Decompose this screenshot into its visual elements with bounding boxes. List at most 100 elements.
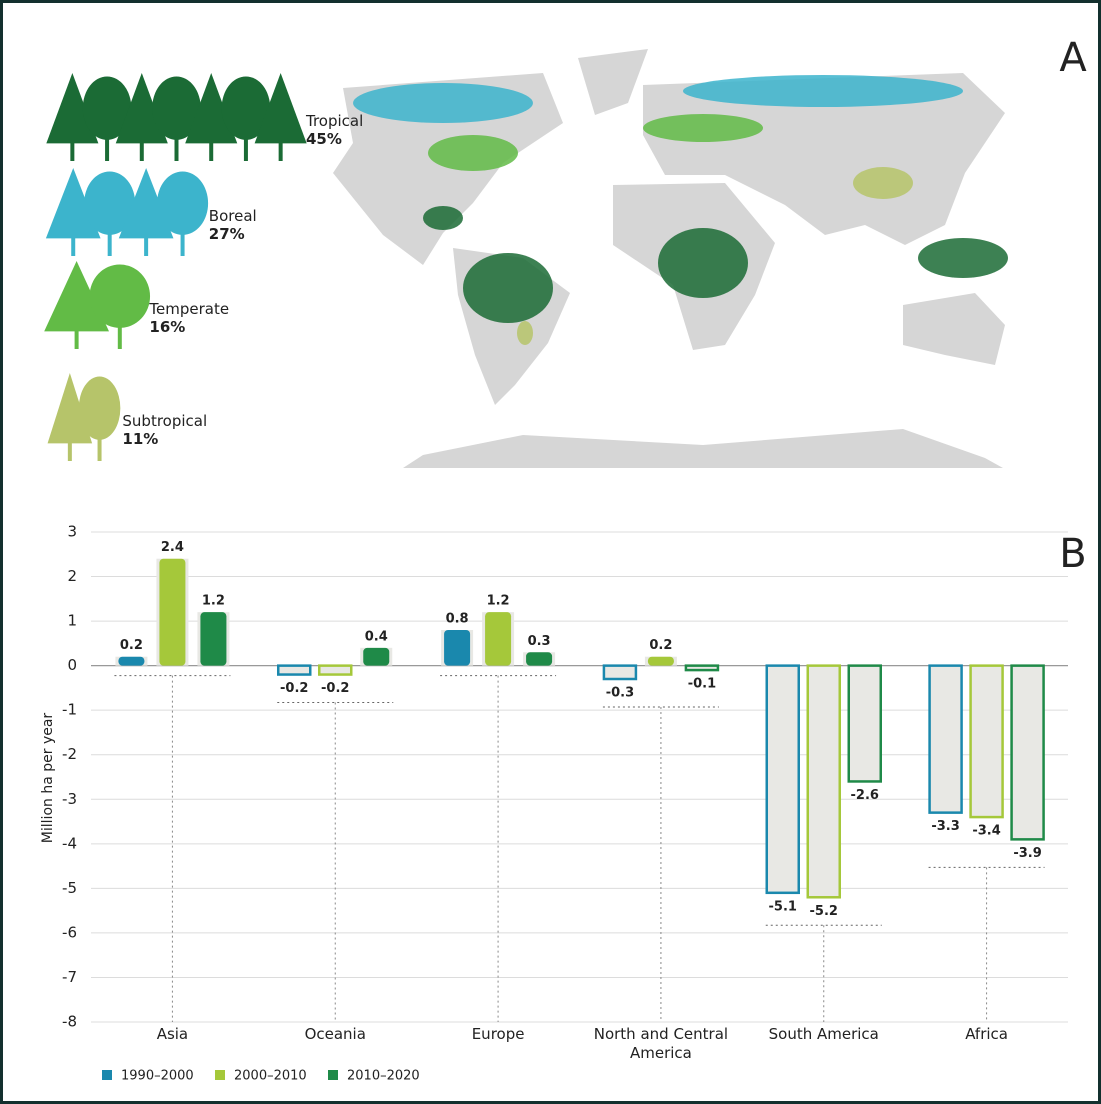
bar <box>648 657 674 666</box>
legend-swatch <box>102 1070 112 1080</box>
legend-value: 16% <box>149 318 185 336</box>
y-tick-label: 1 <box>67 612 77 630</box>
bar <box>808 666 840 898</box>
legend-label: Temperate <box>148 300 229 318</box>
forest-icon <box>44 261 150 349</box>
bar <box>526 652 552 665</box>
figure: A B Million ha per year Tropical45% Borea… <box>0 0 1101 1104</box>
forest-area <box>353 83 533 123</box>
value-label: 0.3 <box>528 634 551 649</box>
value-label: 1.2 <box>487 594 510 609</box>
x-tick-wrap: Africa <box>907 1025 1067 1067</box>
value-label: -0.2 <box>321 681 349 696</box>
forest-area <box>517 321 533 345</box>
x-tick-label: South America <box>744 1025 904 1044</box>
value-label: -0.2 <box>280 681 308 696</box>
forest-area <box>658 228 748 298</box>
forest-area <box>643 114 763 142</box>
value-label: 0.2 <box>120 638 143 653</box>
bar <box>278 666 310 675</box>
x-tick-wrap: Europe <box>418 1025 578 1067</box>
forest-area <box>918 238 1008 278</box>
bar <box>686 666 718 670</box>
value-label: 2.4 <box>161 540 184 555</box>
bar <box>604 666 636 679</box>
panel-label: A <box>1059 35 1087 81</box>
y-tick-label: -7 <box>62 968 77 986</box>
x-tick-label: Oceania <box>255 1025 415 1044</box>
x-tick-label: Africa <box>907 1025 1067 1044</box>
bar <box>930 666 962 813</box>
value-label: -0.1 <box>688 677 716 692</box>
y-tick-label: -1 <box>62 701 77 719</box>
tree-crown <box>157 172 208 235</box>
forest-icon <box>46 168 208 256</box>
y-tick-label: -6 <box>62 923 77 941</box>
value-label: -2.6 <box>851 788 879 803</box>
value-label: 1.2 <box>202 594 225 609</box>
x-tick-label: Europe <box>418 1025 578 1044</box>
x-tick-wrap: Asia <box>92 1025 252 1067</box>
bar <box>971 666 1003 817</box>
landmass <box>403 429 1003 468</box>
forest-area <box>423 206 463 230</box>
bar <box>363 648 389 666</box>
tree-crown <box>79 377 121 440</box>
y-tick-label: -8 <box>62 1013 77 1031</box>
landmass <box>903 293 1005 365</box>
legend-swatch <box>215 1070 225 1080</box>
value-label: -5.2 <box>810 904 838 919</box>
x-tick-wrap: Oceania <box>255 1025 415 1067</box>
legend-value: 11% <box>122 430 158 448</box>
x-tick-label: North and Central America <box>581 1025 741 1063</box>
bar <box>200 612 226 665</box>
y-tick-label: -3 <box>62 790 77 808</box>
value-label: -3.9 <box>1013 846 1041 861</box>
landmass <box>578 49 648 115</box>
bar <box>118 657 144 666</box>
y-tick-label: 0 <box>67 656 77 674</box>
value-label: -0.3 <box>606 686 634 701</box>
bar <box>767 666 799 893</box>
bar <box>1012 666 1044 840</box>
forest-icon <box>46 73 306 161</box>
tree-crown <box>90 265 150 328</box>
legend-swatch <box>328 1070 338 1080</box>
legend-value: 27% <box>209 225 245 243</box>
value-label: 0.8 <box>446 612 469 627</box>
value-label: -3.3 <box>931 819 959 834</box>
forest-area <box>428 135 518 171</box>
bar <box>485 612 511 665</box>
value-label: -5.1 <box>769 899 797 914</box>
bar <box>159 559 185 666</box>
value-label: 0.2 <box>649 638 672 653</box>
value-label: -3.4 <box>972 824 1000 839</box>
x-tick-wrap: South America <box>744 1025 904 1067</box>
y-tick-label: 2 <box>67 567 77 585</box>
legend-label: 2000–2010 <box>234 1069 307 1084</box>
y-tick-label: -5 <box>62 879 77 897</box>
legend-value: 45% <box>306 130 342 148</box>
value-label: 0.4 <box>365 629 388 644</box>
x-tick-wrap: North and Central America <box>581 1025 741 1067</box>
legend-label: Boreal <box>209 207 257 225</box>
forest-area <box>853 167 913 199</box>
y-tick-label: 3 <box>67 523 77 541</box>
forest-area <box>463 253 553 323</box>
bar <box>444 630 470 666</box>
forest-area <box>683 75 963 107</box>
y-tick-label: -4 <box>62 834 77 852</box>
legend-label: 2010–2020 <box>347 1069 420 1084</box>
legend-label: Subtropical <box>122 412 207 430</box>
world-map <box>333 49 1008 468</box>
y-tick-label: -2 <box>62 745 77 763</box>
forest-icon <box>48 373 121 461</box>
bar <box>849 666 881 782</box>
x-tick-label: Asia <box>92 1025 252 1044</box>
legend-label: Tropical <box>305 112 363 130</box>
panel-label: B <box>1059 531 1086 577</box>
y-axis-label: Million ha per year <box>40 713 56 844</box>
bar <box>319 666 351 675</box>
legend-label: 1990–2000 <box>121 1069 194 1084</box>
